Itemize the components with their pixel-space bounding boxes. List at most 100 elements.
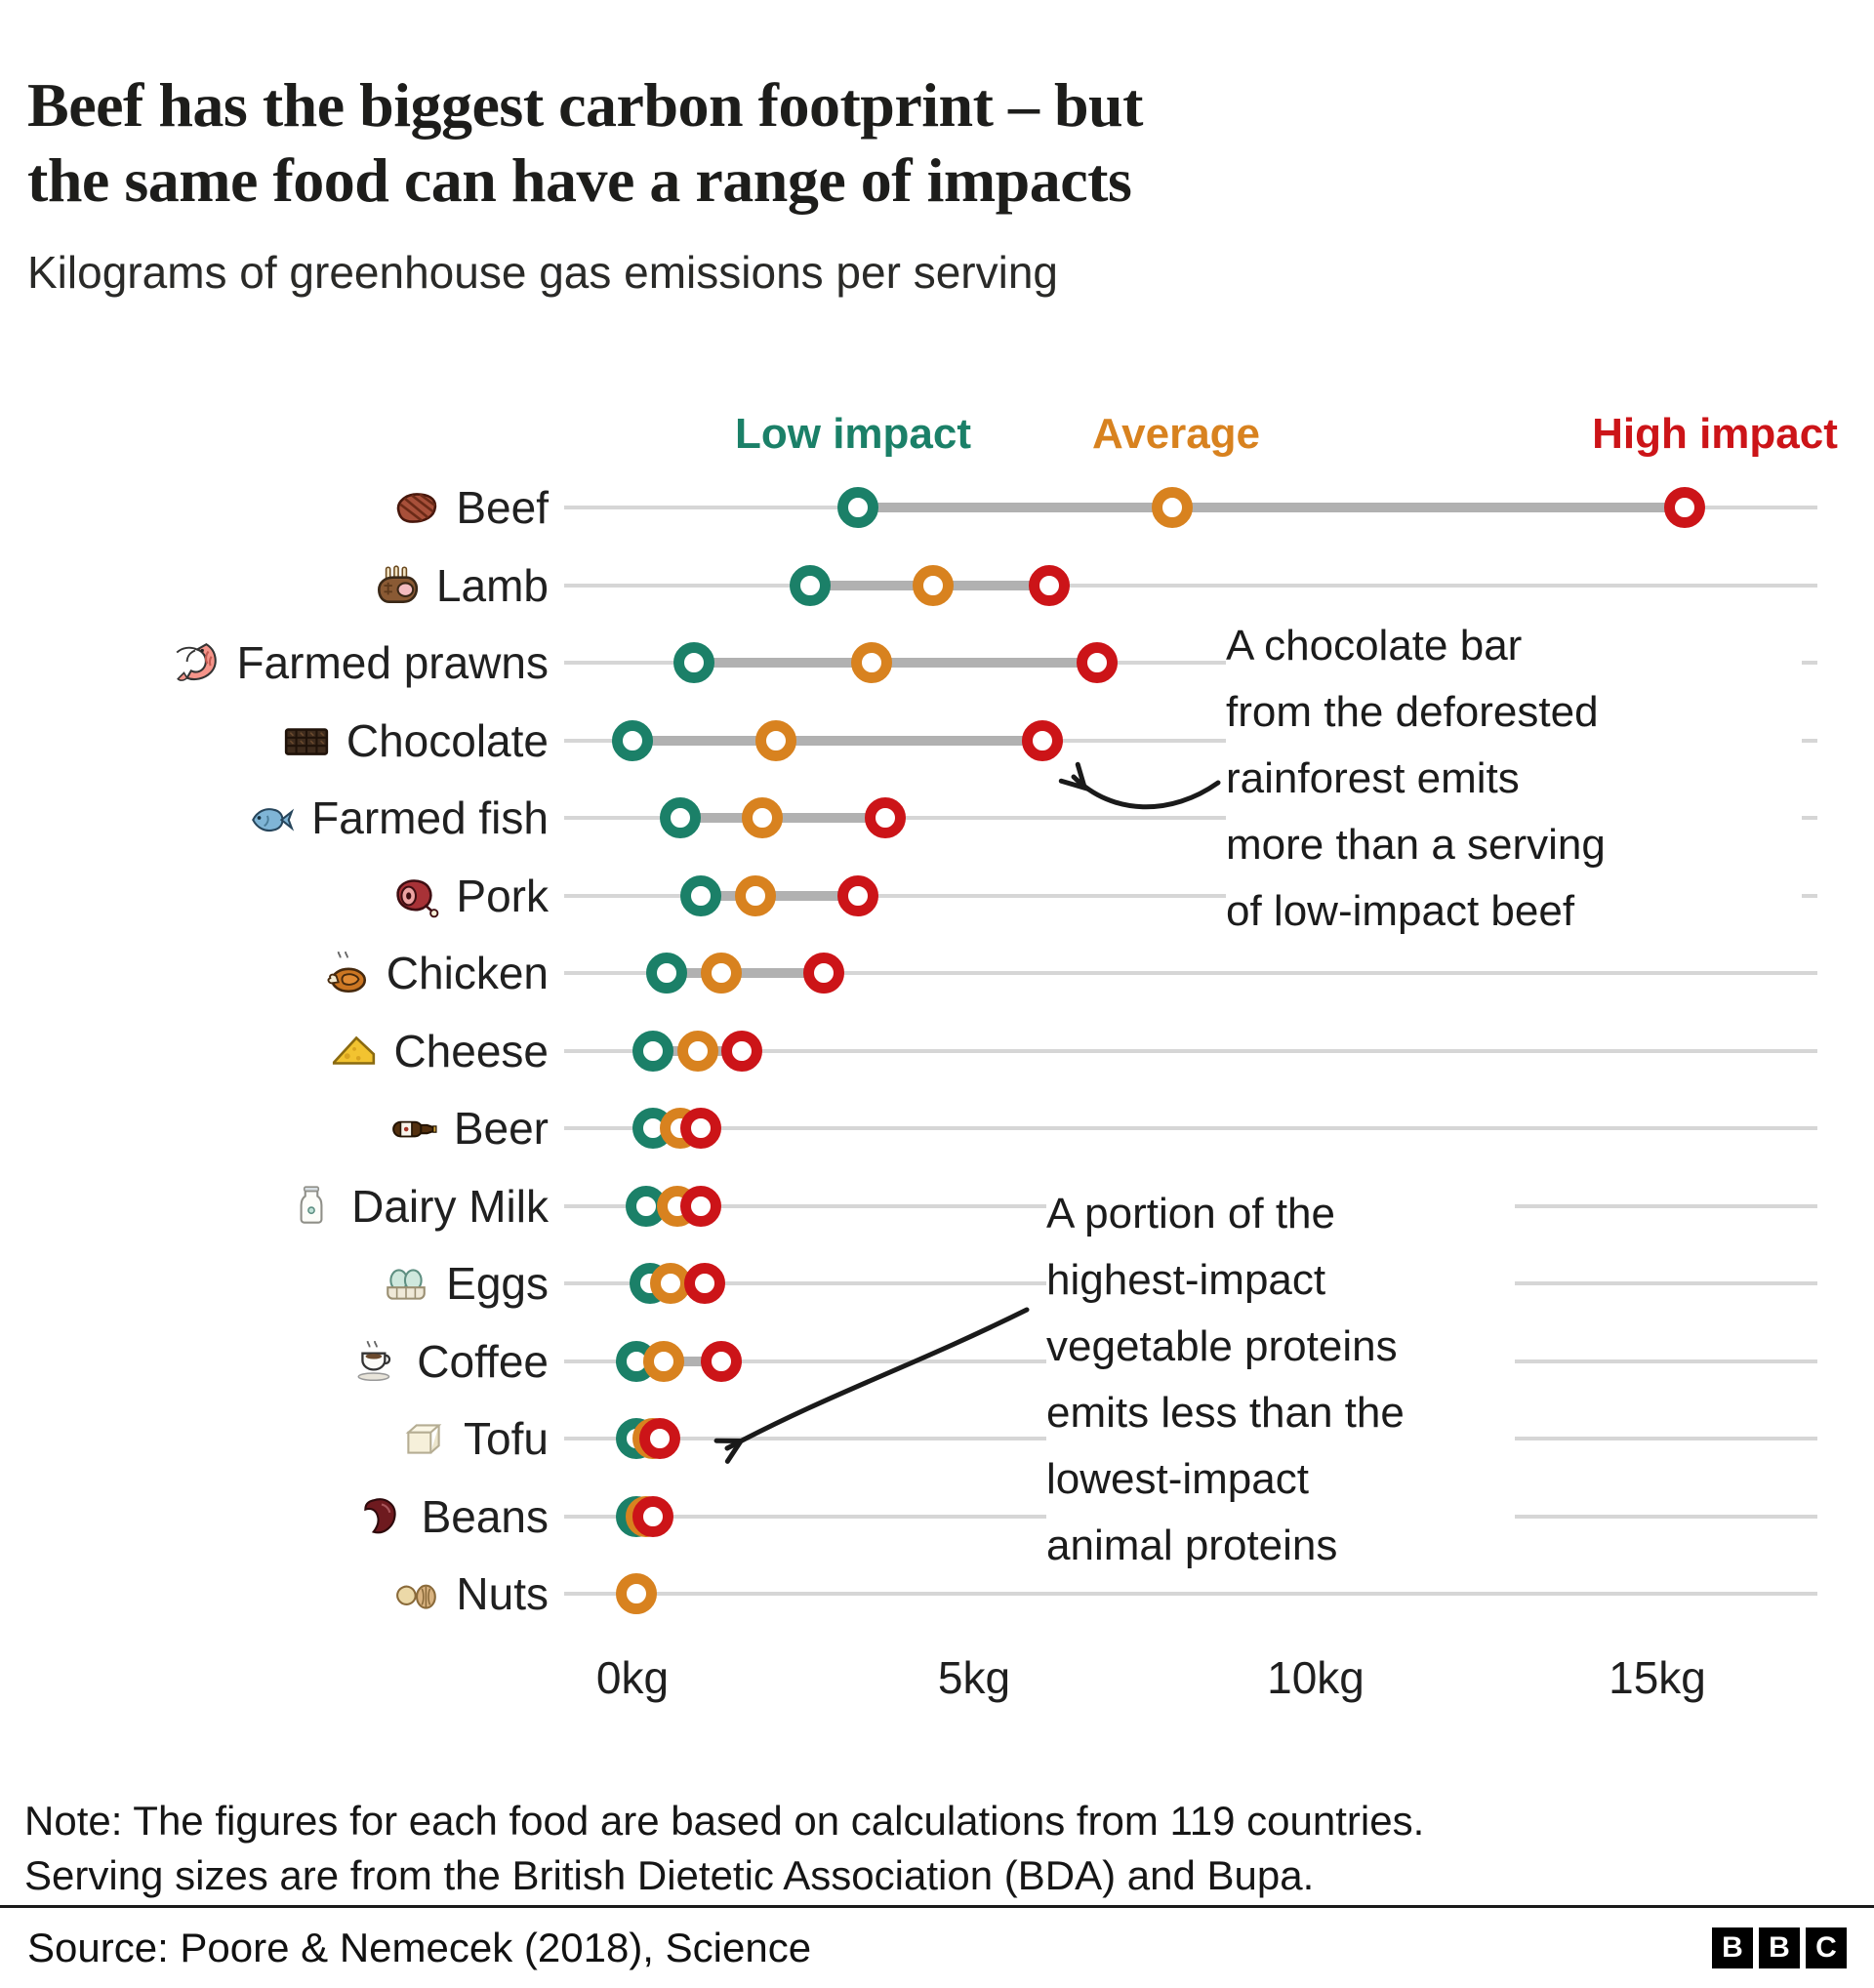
food-row: Beans: [0, 1478, 1874, 1556]
high-impact-marker: [683, 1263, 725, 1304]
prawn-icon: [172, 638, 221, 687]
range-bar: [858, 503, 1685, 512]
bbc-logo-block: B: [1759, 1927, 1800, 1968]
x-tick-label: 0kg: [595, 1652, 670, 1703]
chart-title: Beef has the biggest carbon footprint – …: [27, 69, 1143, 215]
food-label: Farmed prawns: [236, 637, 549, 688]
average-marker: [676, 1030, 718, 1072]
food-row: Nuts: [0, 1555, 1874, 1633]
gridline: [564, 583, 1817, 588]
food-row: Pork: [0, 857, 1874, 935]
range-bar: [701, 890, 858, 901]
milk-bottle-icon: [287, 1182, 336, 1231]
low-impact-marker: [612, 719, 653, 761]
food-label: Eggs: [446, 1258, 549, 1309]
high-impact-marker: [639, 1418, 680, 1459]
food-label: Chocolate: [346, 714, 549, 766]
high-impact-marker: [1022, 719, 1063, 761]
source-row: Source: Poore & Nemecek (2018), Science …: [0, 1909, 1874, 1987]
food-row: Eggs: [0, 1244, 1874, 1322]
fish-icon: [247, 793, 296, 842]
high-impact-marker: [701, 1340, 742, 1382]
source-text: Source: Poore & Nemecek (2018), Science: [27, 1925, 812, 1970]
low-impact-marker: [673, 642, 714, 683]
gridline: [564, 1592, 1817, 1596]
low-impact-marker: [680, 874, 721, 916]
food-label: Dairy Milk: [351, 1180, 549, 1232]
bbc-logo-block: C: [1806, 1927, 1847, 1968]
food-label-wrap: Lamb: [0, 547, 549, 625]
high-impact-marker: [680, 1185, 721, 1227]
high-impact-marker: [632, 1495, 673, 1537]
food-label-wrap: Eggs: [0, 1244, 549, 1322]
high-impact-marker: [865, 797, 906, 838]
chart-subtitle: Kilograms of greenhouse gas emissions pe…: [27, 247, 1058, 298]
food-label: Tofu: [464, 1413, 549, 1464]
x-tick-label: 5kg: [937, 1652, 1011, 1703]
food-label: Lamb: [435, 559, 549, 611]
coffee-cup-icon: [352, 1337, 401, 1386]
food-label-wrap: Beef: [0, 468, 549, 547]
ham-icon: [391, 872, 440, 920]
food-label-wrap: Cheese: [0, 1012, 549, 1090]
x-tick-label: 15kg: [1609, 1652, 1706, 1703]
food-label: Coffee: [417, 1335, 549, 1387]
average-marker: [755, 719, 796, 761]
average-marker: [701, 953, 742, 994]
average-marker: [735, 874, 776, 916]
range-bar: [632, 735, 1042, 746]
legend-high-impact: High impact: [1592, 410, 1838, 458]
food-label-wrap: Coffee: [0, 1322, 549, 1400]
eggs-icon: [382, 1259, 430, 1308]
food-label: Beans: [421, 1490, 549, 1542]
food-label-wrap: Pork: [0, 857, 549, 935]
gridline: [564, 661, 1817, 665]
low-impact-marker: [646, 953, 687, 994]
food-label: Cheese: [393, 1025, 549, 1076]
high-impact-marker: [803, 953, 844, 994]
gridline: [564, 971, 1817, 975]
high-impact-marker: [1664, 487, 1705, 528]
average-marker: [742, 797, 783, 838]
average-marker: [1152, 487, 1193, 528]
food-row: Tofu: [0, 1400, 1874, 1478]
low-impact-marker: [790, 564, 831, 606]
high-impact-marker: [1029, 564, 1070, 606]
legend-low-impact: Low impact: [734, 410, 972, 458]
food-row: Beef: [0, 468, 1874, 547]
veg-protein-annotation: A portion of the highest-impact vegetabl…: [1046, 1181, 1515, 1579]
food-label: Chicken: [386, 948, 549, 998]
lamb-rack-icon: [372, 561, 421, 610]
food-label: Beef: [456, 482, 549, 533]
low-impact-marker: [837, 487, 878, 528]
footer-divider: [0, 1905, 1874, 1908]
average-marker: [642, 1340, 684, 1382]
food-label: Farmed fish: [311, 792, 549, 843]
high-impact-marker: [1077, 642, 1118, 683]
food-label-wrap: Chicken: [0, 934, 549, 1012]
chocolate-bar-icon: [282, 716, 331, 765]
gridline: [564, 1048, 1817, 1053]
food-label-wrap: Chocolate: [0, 702, 549, 780]
low-impact-marker: [660, 797, 701, 838]
food-row: Farmed prawns: [0, 624, 1874, 702]
average-marker: [851, 642, 892, 683]
footnote: Note: The figures for each food are base…: [24, 1798, 1425, 1898]
food-row: Chicken: [0, 934, 1874, 1012]
beef-steak-icon: [391, 483, 440, 532]
food-label-wrap: Beer: [0, 1089, 549, 1167]
gridline: [564, 738, 1817, 743]
gridline: [564, 816, 1817, 820]
food-label-wrap: Nuts: [0, 1555, 549, 1633]
gridline: [564, 893, 1817, 898]
low-impact-marker: [632, 1030, 673, 1072]
bbc-logo-block: B: [1712, 1927, 1753, 1968]
food-row: Chocolate: [0, 702, 1874, 780]
nuts-icon: [391, 1569, 440, 1618]
cheese-wedge-icon: [329, 1027, 378, 1075]
range-bar: [667, 968, 824, 978]
legend-average: Average: [1091, 410, 1261, 458]
